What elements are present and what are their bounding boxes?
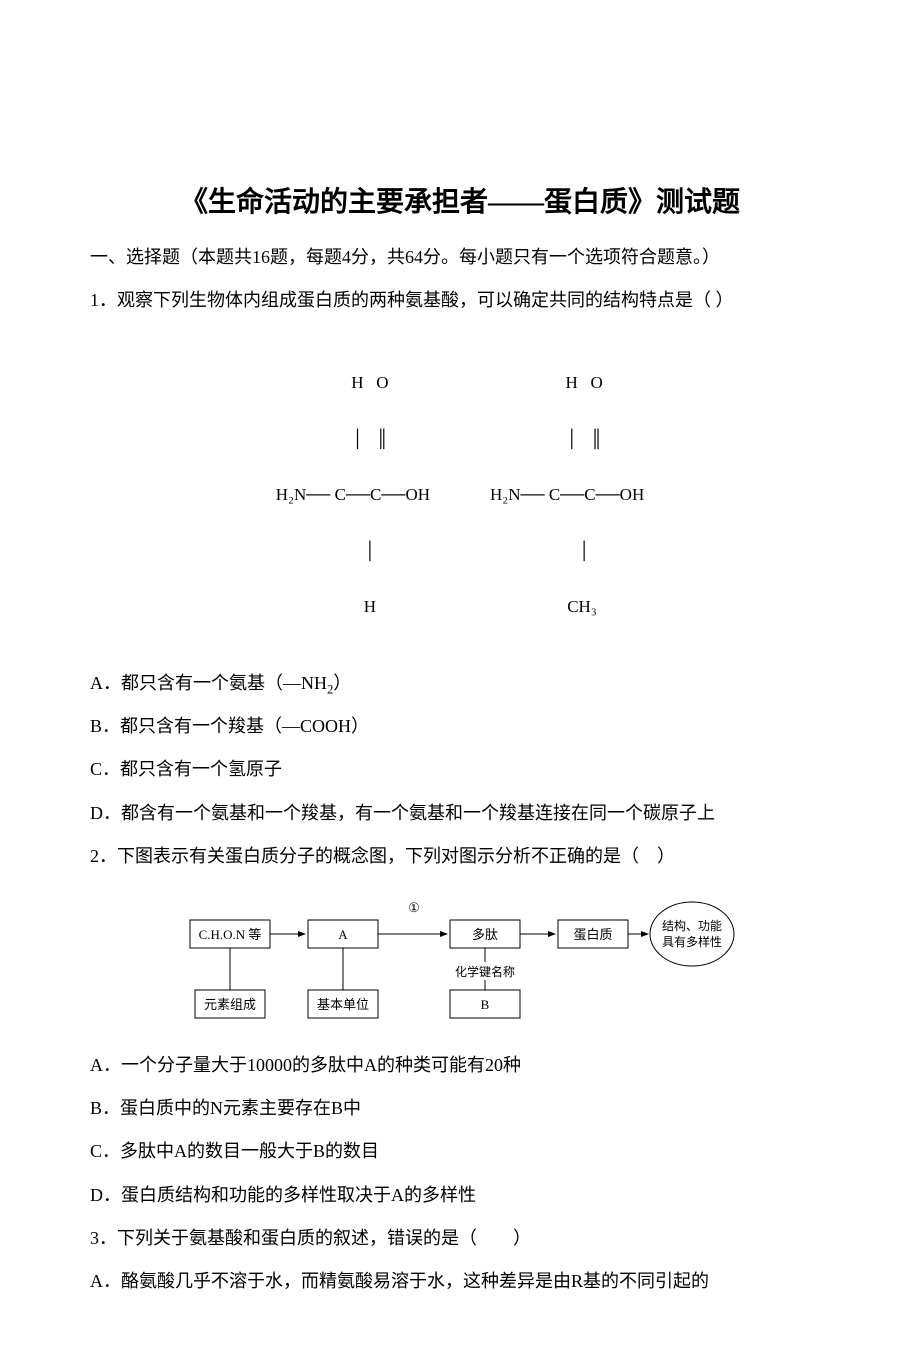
diagram-box-elem-label: 元素组成 [204, 997, 256, 1012]
q1-option-b: B．都只含有一个羧基（—COOH） [90, 705, 830, 748]
f1-l5: H [276, 598, 430, 617]
f2-l2: │ ║ [490, 430, 644, 449]
q1-option-d: D．都含有一个氨基和一个羧基，有一个氨基和一个羧基连接在同一个碳原子上 [90, 792, 830, 835]
f1-l2: │ ║ [276, 430, 430, 449]
q1-stem: 1．观察下列生物体内组成蛋白质的两种氨基酸，可以确定共同的结构特点是（ ） [90, 279, 830, 322]
diagram-ellipse-line2: 具有多样性 [662, 934, 722, 949]
diagram-box-unit-label: 基本单位 [317, 997, 369, 1012]
q2-option-c: C．多肽中A的数目一般大于B的数目 [90, 1130, 830, 1173]
f1-l4: │ [276, 542, 430, 561]
diagram-label-bond: 化学键名称 [455, 964, 515, 979]
f2-l5: CH₃ [490, 598, 644, 617]
q1-option-c: C．都只含有一个氢原子 [90, 748, 830, 791]
q2-concept-diagram: C.H.O.N 等 A ① 多肽 蛋白质 结构、功能 具有多样性 化学键 [180, 890, 740, 1030]
f1-l1: H O [276, 374, 430, 393]
f1-l3: H₂N── C──C──OH [276, 486, 430, 505]
diagram-circle-1: ① [408, 900, 420, 915]
q2-option-d: D．蛋白质结构和功能的多样性取决于A的多样性 [90, 1174, 830, 1217]
f2-l1: H O [490, 374, 644, 393]
diagram-box-elements: C.H.O.N 等 [199, 927, 262, 942]
page-title: 《生命活动的主要承担者——蛋白质》测试题 [90, 180, 830, 220]
diagram-box-protein: 蛋白质 [573, 927, 612, 942]
q3-stem: 3．下列关于氨基酸和蛋白质的叙述，错误的是（ ） [90, 1217, 830, 1260]
q3-option-a: A．酪氨酸几乎不溶于水，而精氨酸易溶于水，这种差异是由R基的不同引起的 [90, 1260, 830, 1303]
diagram-ellipse-line1: 结构、功能 [662, 918, 722, 933]
f2-l3: H₂N── C──C──OH [490, 486, 644, 505]
q1-optA-suffix: ） [333, 673, 351, 693]
diagram-box-a: A [338, 927, 348, 942]
f2-l4: │ [490, 542, 644, 561]
q1-option-a: A．都只含有一个氨基（—NH2） [90, 662, 830, 705]
diagram-box-polypeptide: 多肽 [472, 927, 498, 942]
section-heading: 一、选择题（本题共16题，每题4分，共64分。每小题只有一个选项符合题意。） [90, 236, 830, 279]
q1-formula-1: H O │ ║ H₂N── C──C──OH │ H [276, 336, 430, 654]
q2-diagram-wrap: C.H.O.N 等 A ① 多肽 蛋白质 结构、功能 具有多样性 化学键 [90, 890, 830, 1030]
q2-option-a: A．一个分子量大于10000的多肽中A的种类可能有20种 [90, 1044, 830, 1087]
q2-option-b: B．蛋白质中的N元素主要存在B中 [90, 1087, 830, 1130]
q2-stem: 2．下图表示有关蛋白质分子的概念图，下列对图示分析不正确的是（ ） [90, 835, 830, 878]
q1-formula-2: H O │ ║ H₂N── C──C──OH │ CH₃ [490, 336, 644, 654]
diagram-box-b: B [481, 997, 490, 1012]
q1-optA-prefix: A．都只含有一个氨基（—NH [90, 673, 327, 693]
q1-figure-row: H O │ ║ H₂N── C──C──OH │ H H O │ ║ H₂N──… [90, 336, 830, 654]
